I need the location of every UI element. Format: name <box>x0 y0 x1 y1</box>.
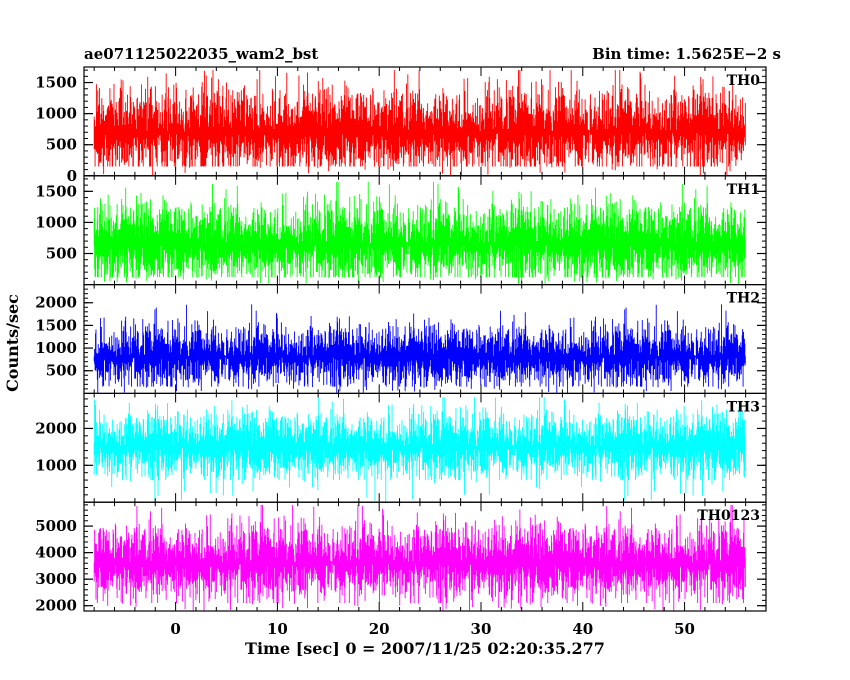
y-axis-label: Counts/sec <box>3 294 22 392</box>
y-tick-label: 1000 <box>35 213 77 231</box>
panel-frame <box>83 501 767 612</box>
y-tick-label: 500 <box>46 136 77 154</box>
panel-th3: 1000 2000 TH3 <box>35 392 767 503</box>
panel-th0: 0 500 1000 1500 TH0 <box>35 66 767 185</box>
series-th3-line <box>93 397 746 502</box>
chart-title-left: ae071125022035_wam2_bst <box>84 45 318 63</box>
series-th0-line <box>93 70 746 176</box>
y-tick-label: 1000 <box>35 105 77 123</box>
y-tick-label: 1000 <box>35 339 77 357</box>
panel-th1: 500 1000 1500 TH1 <box>35 175 767 286</box>
y-tick-label: 500 <box>46 362 77 380</box>
y-tick-label: 500 <box>46 245 77 263</box>
y-tick-label: 4000 <box>35 544 77 562</box>
y-tick-label: 2000 <box>35 294 77 312</box>
panel-th0123: 2000 3000 4000 5000 TH0123 <box>35 501 767 615</box>
x-tick-label: 50 <box>674 620 695 638</box>
y-tick-label: 1500 <box>35 316 77 334</box>
y-tick-label: 5000 <box>35 517 77 535</box>
series-th0123-line <box>93 504 746 611</box>
panel-stack: 0 500 1000 1500 TH0 500 1000 1500 TH1 500 1000 1500… <box>35 66 767 615</box>
x-tick-label: 40 <box>572 620 593 638</box>
chart-title-right: Bin time: 1.5625E−2 s <box>592 45 781 63</box>
panel-label-th0: TH0 <box>727 73 761 89</box>
panel-label-th1: TH1 <box>727 182 760 198</box>
x-axis: 0 10 20 30 40 50 <box>170 620 695 638</box>
x-tick-label: 0 <box>170 620 180 638</box>
y-tick-label: 1500 <box>35 182 77 200</box>
y-tick-label: 1000 <box>35 456 77 474</box>
y-tick-label: 3000 <box>35 570 77 588</box>
y-tick-label: 0 <box>67 167 77 185</box>
y-tick-label: 2000 <box>35 597 77 615</box>
panel-label-th3: TH3 <box>727 399 760 415</box>
series-th2-line <box>93 304 746 394</box>
y-tick-label: 1500 <box>35 74 77 92</box>
panel-th2: 500 1000 1500 2000 TH2 <box>35 284 767 395</box>
y-tick-label: 2000 <box>35 419 77 437</box>
panel-label-th0123: TH0123 <box>697 508 760 524</box>
x-tick-label: 30 <box>471 620 492 638</box>
x-axis-label: Time [sec] 0 = 2007/11/25 02:20:35.277 <box>245 639 605 658</box>
x-tick-label: 20 <box>369 620 390 638</box>
series-th1-line <box>93 182 746 285</box>
x-tick-label: 10 <box>267 620 288 638</box>
panel-label-th2: TH2 <box>727 291 760 307</box>
